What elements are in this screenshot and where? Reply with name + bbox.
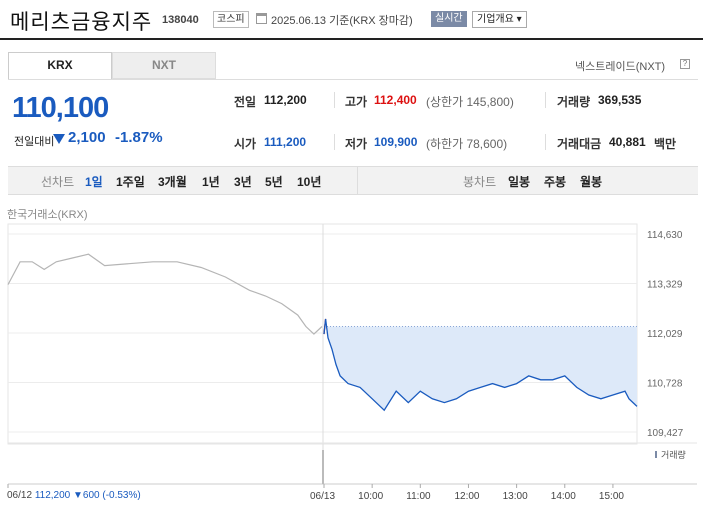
- market-badge: 코스피: [213, 11, 249, 28]
- tab-nxt[interactable]: NXT: [112, 52, 216, 79]
- x-tick-label: 15:00: [599, 491, 624, 502]
- open-value: 111,200: [264, 135, 307, 149]
- y-tick-label: 114,630: [647, 230, 683, 241]
- volume-label: 거래량: [661, 449, 686, 460]
- low-label: 저가: [345, 137, 368, 151]
- line-chart-label: 선차트: [41, 175, 75, 189]
- candle-monthly[interactable]: 월봉: [580, 175, 603, 189]
- tab-divider: [8, 79, 698, 80]
- footer-change: ▼600: [73, 490, 100, 501]
- upper-limit: (상한가 145,800): [426, 95, 514, 109]
- volume-label: 거래량: [557, 95, 591, 109]
- period-1d[interactable]: 1일: [85, 175, 103, 189]
- divider: [334, 92, 335, 108]
- trade-value-unit: 백만: [654, 137, 677, 151]
- divider: [545, 92, 546, 108]
- stock-header: 메리츠금융지주 138040 코스피 2025.06.13 기준(KRX 장마감…: [0, 0, 703, 40]
- volume-legend-icon: [655, 451, 657, 458]
- lower-limit: (하한가 78,600): [426, 137, 508, 151]
- period-3m[interactable]: 3개월: [158, 175, 187, 189]
- prev-day-line: [7, 253, 323, 335]
- trade-value-label: 거래대금: [557, 137, 602, 151]
- prev-close-value: 112,200: [264, 93, 307, 107]
- stock-code: 138040: [162, 14, 199, 26]
- y-tick-label: 109,427: [647, 428, 684, 439]
- x-tick-label: 11:00: [406, 491, 431, 502]
- candle-daily[interactable]: 일봉: [508, 175, 531, 189]
- divider: [545, 134, 546, 150]
- period-10y[interactable]: 10년: [297, 175, 322, 189]
- x-tick-label: 06/13: [310, 491, 335, 502]
- realtime-button[interactable]: 실시간: [431, 11, 467, 27]
- prev-close-label: 전일: [234, 95, 257, 109]
- help-icon[interactable]: ?: [680, 59, 690, 69]
- change-percent: -1.87%: [115, 129, 163, 146]
- candle-weekly[interactable]: 주봉: [544, 175, 567, 189]
- candle-chart-label: 봉차트: [463, 175, 497, 189]
- low-value: 109,900: [374, 135, 418, 149]
- footer-date: 06/12: [7, 490, 33, 501]
- chart-source: 한국거래소(KRX): [7, 209, 88, 221]
- high-label: 고가: [345, 95, 368, 109]
- x-tick-label: 10:00: [358, 491, 383, 502]
- trade-value: 40,881: [609, 135, 646, 149]
- divider: [334, 134, 335, 150]
- open-label: 시가: [234, 137, 257, 151]
- calendar-icon: [256, 13, 267, 24]
- period-bar: [8, 166, 698, 195]
- prev-day-summary: 06/12 112,200 ▼600 (-0.53%): [7, 490, 141, 501]
- x-tick-label: 14:00: [551, 491, 576, 502]
- base-date: 2025.06.13 기준(KRX 장마감): [271, 15, 413, 27]
- tab-krx[interactable]: KRX: [8, 52, 112, 79]
- period-5y[interactable]: 5년: [265, 175, 283, 189]
- company-name: 메리츠금융지주: [10, 11, 153, 34]
- y-tick-label: 110,728: [647, 378, 683, 389]
- nextrade-link[interactable]: 넥스트레이드(NXT): [575, 61, 666, 73]
- company-overview-dropdown[interactable]: 기업개요 ▾: [472, 11, 527, 28]
- volume-value: 369,535: [598, 93, 642, 107]
- period-1y[interactable]: 1년: [202, 175, 220, 189]
- period-divider: [357, 167, 358, 194]
- period-3y[interactable]: 3년: [234, 175, 252, 189]
- change-amount: 2,100: [68, 129, 106, 146]
- current-price: 110,100: [12, 92, 109, 124]
- footer-pct: (-0.53%): [102, 490, 141, 501]
- x-tick-label: 13:00: [503, 491, 528, 502]
- today-line: [323, 318, 638, 412]
- x-tick-label: 12:00: [454, 491, 479, 502]
- down-triangle-icon: [53, 134, 65, 144]
- y-tick-label: 113,329: [647, 280, 683, 291]
- y-tick-label: 112,029: [647, 329, 683, 340]
- period-1w[interactable]: 1주일: [116, 175, 145, 189]
- below-reference-fill: [324, 326, 637, 411]
- change-label: 전일대비: [14, 136, 55, 148]
- footer-price: 112,200: [34, 490, 71, 501]
- high-value: 112,400: [374, 93, 417, 107]
- volume-bar: [322, 450, 324, 484]
